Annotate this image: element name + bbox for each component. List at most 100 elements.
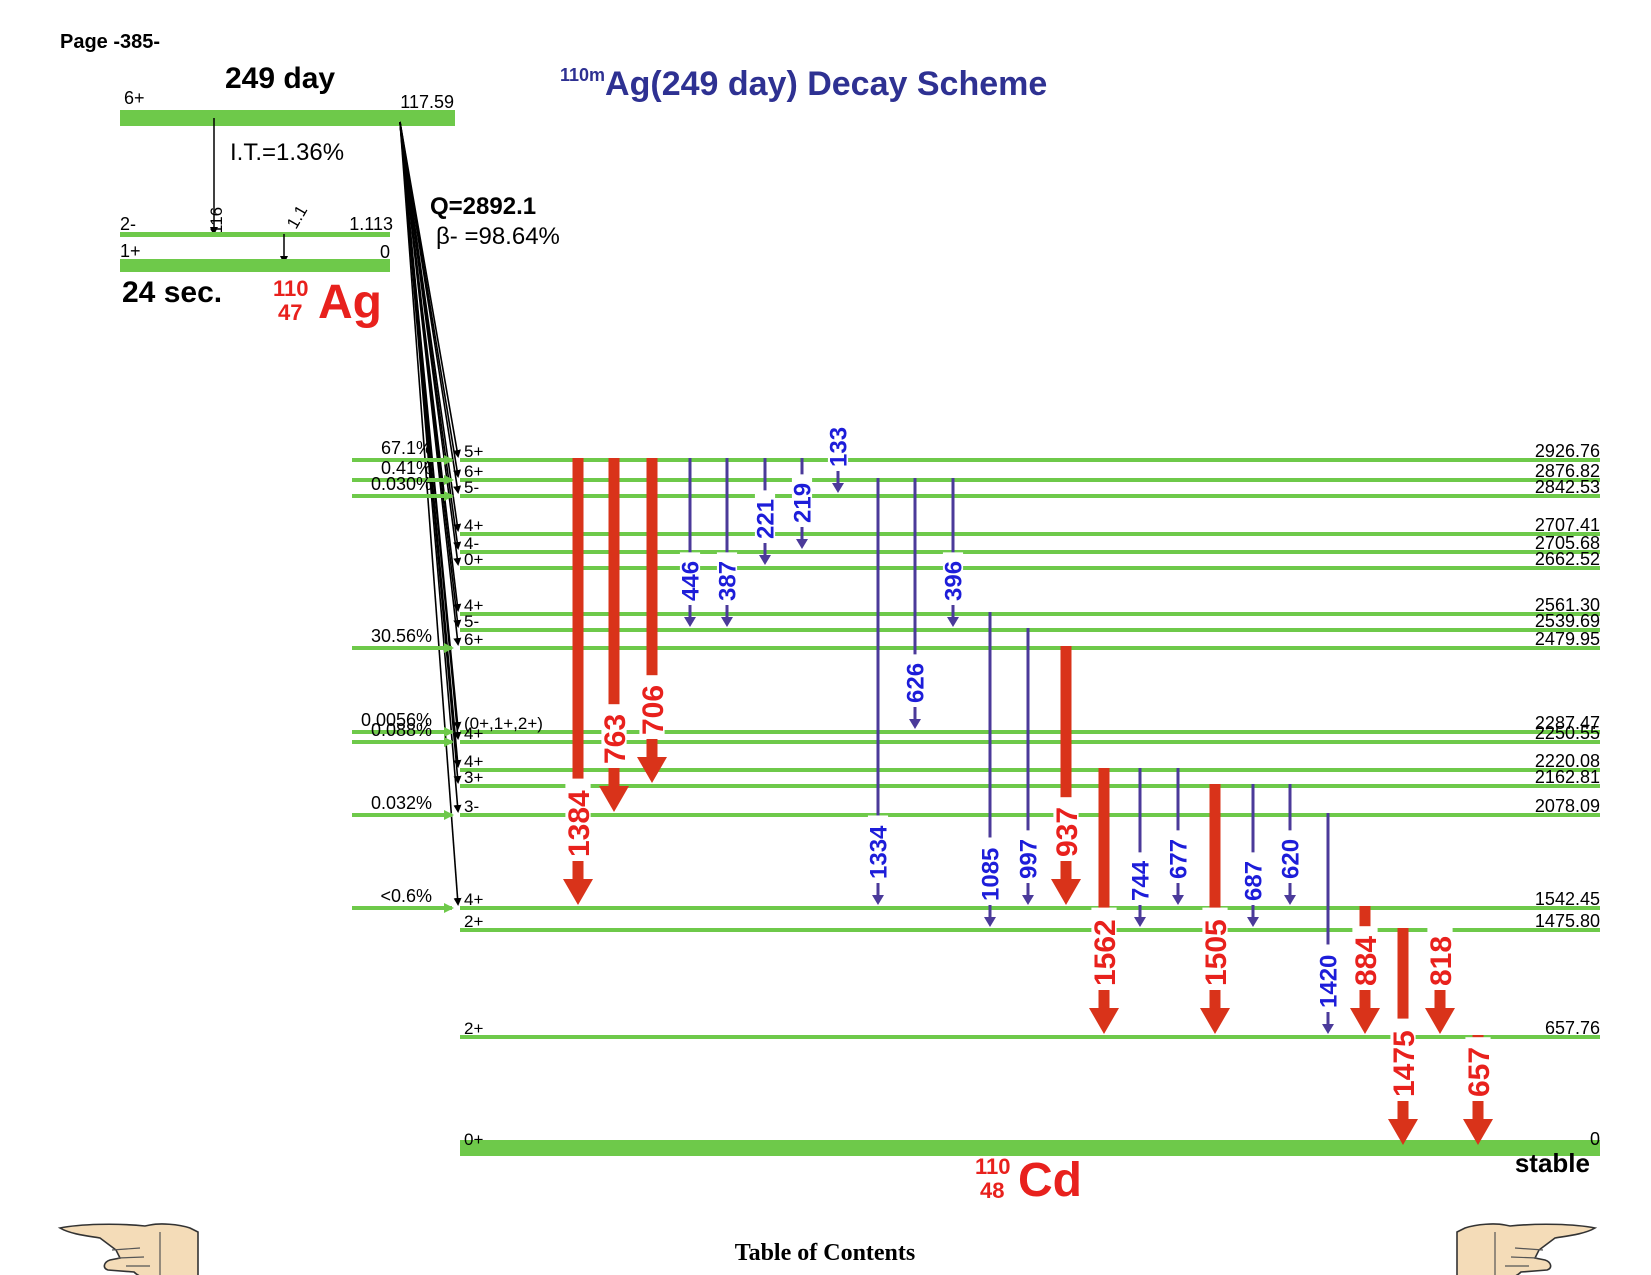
gamma-energy-label: 133 [826,427,853,467]
gamma-transition: 1334 [866,478,893,905]
feed-intensity: 67.1% [381,438,432,458]
gamma-energy-label: 744 [1128,860,1155,901]
gamma-label-bg [827,418,849,471]
gamma-arrow-head [1322,1024,1334,1034]
level-energy: 2926.76 [1535,441,1600,461]
gamma-energy-label: 387 [715,561,742,601]
gamma-label-bg [1129,852,1151,905]
level-energy: 2220.08 [1535,751,1600,771]
gamma-label-bg [565,778,591,861]
gamma-label-bg [867,815,889,883]
level-bar [460,566,1600,570]
level-bar [460,646,1600,650]
gamma-label-bg [904,654,926,707]
stable-label: stable [1515,1148,1590,1178]
gamma-transition: 1562 [1089,768,1122,1034]
beta-feed: <0.6% [352,886,454,913]
feed-intensity: <0.6% [380,886,432,906]
level-energy: 2876.82 [1535,461,1600,481]
level-spin: 2+ [464,912,483,931]
level-bar [460,906,1600,910]
gamma-transition: 446 [678,458,705,627]
level-bar [460,740,1600,744]
daughter-level: 4+ 1542.45 [460,889,1600,910]
level-bar [460,813,1600,817]
beta-feed: 67.1% [352,438,454,465]
parent-symbol: Ag [318,276,382,329]
gamma-energy-label: 221 [753,499,780,539]
gamma-transition: 677 [1166,768,1193,905]
level-bar [460,628,1600,632]
beta-branch-line [399,121,462,566]
gamma-energy-label: 1475 [1388,1030,1421,1097]
gamma-transition: 219 [790,458,817,549]
gamma-transition: 620 [1278,784,1305,905]
gamma-energy-label: 219 [790,483,817,523]
level-2minus-bar [120,232,390,237]
daughter-atomic-number: 48 [980,1178,1004,1203]
gamma-arrow-head [1247,917,1259,927]
feed-intensity: 0.088% [371,720,432,740]
gamma-transition: 997 [1016,628,1043,905]
gamma-transition: 884 [1350,906,1383,1034]
gamma-arrow-head [872,895,884,905]
daughter-level: 4+ 2707.41 [460,515,1600,536]
gamma-arrow-head [637,757,667,783]
gamma-label-bg [1390,1018,1416,1101]
level-bar [460,730,1600,734]
gamma-transition: 133 [826,418,853,493]
beta-branch-line [399,121,462,906]
gamma-label-bg [716,552,738,605]
level-spin: 4+ [464,752,483,771]
level-spin: 2+ [464,1019,483,1038]
gamma-energy-label: 763 [599,714,632,764]
beta-branch-line [399,121,462,646]
level-energy: 2539.69 [1535,611,1600,631]
gamma-transition: 1505 [1200,784,1233,1034]
daughter-symbol: Cd [1018,1154,1082,1207]
gamma-label-bg [1279,830,1301,883]
it-gamma-label: 116 [207,207,226,234]
table-of-contents-link[interactable]: Table of Contents [735,1240,915,1266]
level-spin: 5+ [464,442,483,461]
daughter-level: 0+ 2662.52 [460,549,1600,570]
gamma-transition: 396 [941,478,968,627]
daughter-level: 4+ 2561.30 [460,595,1600,616]
level-spin: 4+ [464,516,483,535]
gamma-label-bg [1465,1037,1491,1101]
gamma-energy-label: 620 [1278,839,1305,879]
level-spin: 3+ [464,768,483,787]
ground-level-bar [120,259,390,272]
gamma-energy-label: 1384 [563,790,596,857]
gamma-arrow-head [832,483,844,493]
level-energy: 2705.68 [1535,533,1600,553]
page-label: Page -385- [60,31,160,53]
level-spin: 6+ [464,630,483,649]
ground-half-life: 24 sec. [122,276,222,309]
gamma-arrow-head [1284,895,1296,905]
level-bar [460,550,1600,554]
feed-intensity: 0.030% [371,474,432,494]
gamma-arrow-head [1350,1008,1380,1034]
pointing-hand-left-icon[interactable] [57,1222,200,1275]
gamma-arrow-head [1022,895,1034,905]
gamma-label-bg [1202,907,1228,990]
parent-atomic-number: 47 [278,300,302,325]
level-spin: 4+ [464,724,483,743]
beta-feed: 0.032% [352,793,454,820]
gamma-label-bg [754,490,776,543]
gamma-arrow-head [984,917,996,927]
level-bar [460,928,1600,932]
daughter-level: 5- 2539.69 [460,611,1600,632]
beta-feed: 0.030% [352,474,454,501]
level-spin: 6+ [464,462,483,481]
gamma-energy-label: 1085 [978,848,1005,901]
level-energy: 2707.41 [1535,515,1600,535]
pointing-hand-right-icon[interactable] [1455,1222,1598,1275]
gamma-label-bg [1317,944,1339,1012]
gamma-transition: 657 [1463,1035,1496,1145]
gamma-label-bg [1053,797,1079,861]
gamma-transition: 1420 [1316,813,1343,1034]
level-energy: 2662.52 [1535,549,1600,569]
gamma-energy-label: 657 [1463,1047,1496,1097]
